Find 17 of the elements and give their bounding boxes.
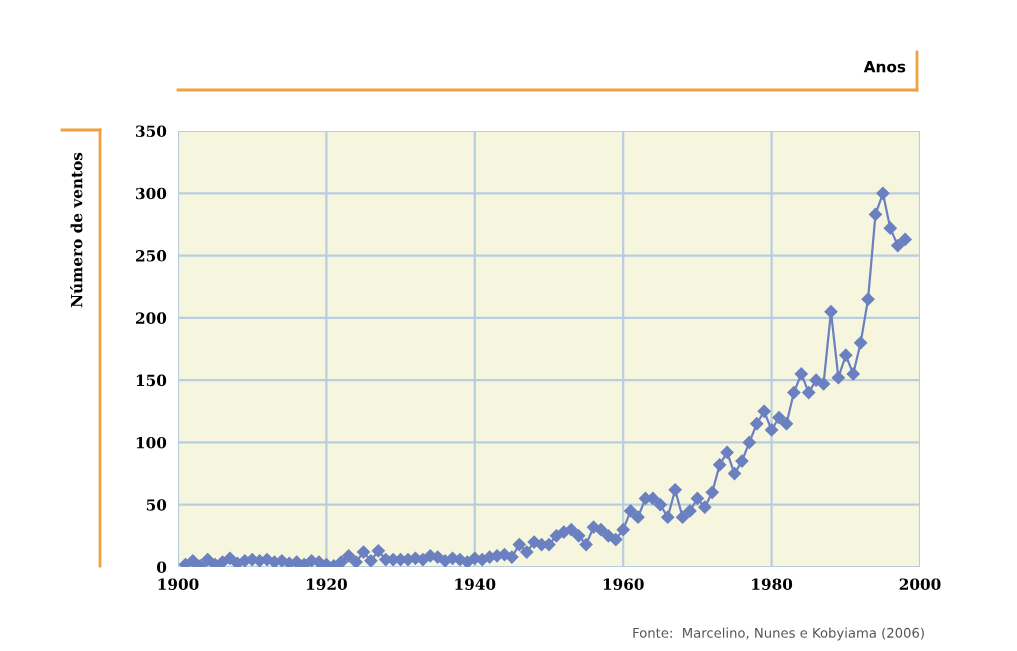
y-tick-label: 350 — [136, 125, 167, 138]
x-tick-label: 1940 — [455, 578, 496, 590]
x-tick-label: 1960 — [603, 578, 644, 590]
x-tick-label: 1980 — [752, 578, 793, 590]
y-tick-label: 300 — [136, 187, 167, 200]
y-tick-label: 50 — [146, 499, 167, 511]
x-tick-label: 2000 — [899, 578, 941, 590]
y-tick-label: 150 — [136, 374, 167, 387]
x-tick-label: 1900 — [158, 578, 199, 590]
x-axis-title: Anos — [863, 61, 906, 73]
x-tick-label: 1920 — [307, 578, 347, 590]
y-tick-label: 0 — [156, 561, 167, 574]
y-tick-label: 100 — [136, 436, 167, 449]
y-tick-label: 250 — [136, 250, 167, 262]
y-axis-title: Número de ventos — [70, 152, 83, 308]
y-tick-label: 200 — [136, 312, 167, 324]
source-note: Fonte: Marcelino, Nunes e Kobyiama (2006) — [633, 627, 924, 641]
